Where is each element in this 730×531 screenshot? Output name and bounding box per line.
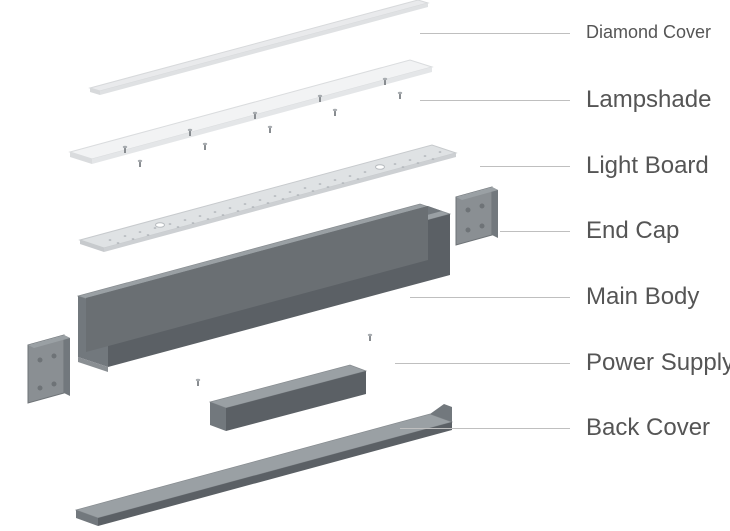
exploded-view <box>0 0 730 531</box>
leader-main-body <box>410 297 570 298</box>
label-text-power-supply: Power Supply <box>586 349 730 377</box>
leader-end-cap <box>500 231 570 232</box>
label-text-main-body: Main Body <box>586 283 699 311</box>
label-text-back-cover: Back Cover <box>586 414 710 442</box>
label-text-end-cap: End Cap <box>586 217 679 245</box>
leader-back-cover <box>400 428 570 429</box>
leader-light-board <box>480 166 570 167</box>
part-back-cover <box>76 404 452 526</box>
label-text-light-board: Light Board <box>586 152 709 180</box>
label-text-diamond-cover: Diamond Cover <box>586 22 711 43</box>
leader-diamond-cover <box>420 33 570 34</box>
part-power-supply <box>210 365 366 431</box>
leader-power-supply <box>395 363 570 364</box>
part-end-cap-right <box>456 187 498 245</box>
leader-lampshade <box>420 100 570 101</box>
part-end-cap-left <box>28 335 70 403</box>
label-text-lampshade: Lampshade <box>586 86 711 114</box>
